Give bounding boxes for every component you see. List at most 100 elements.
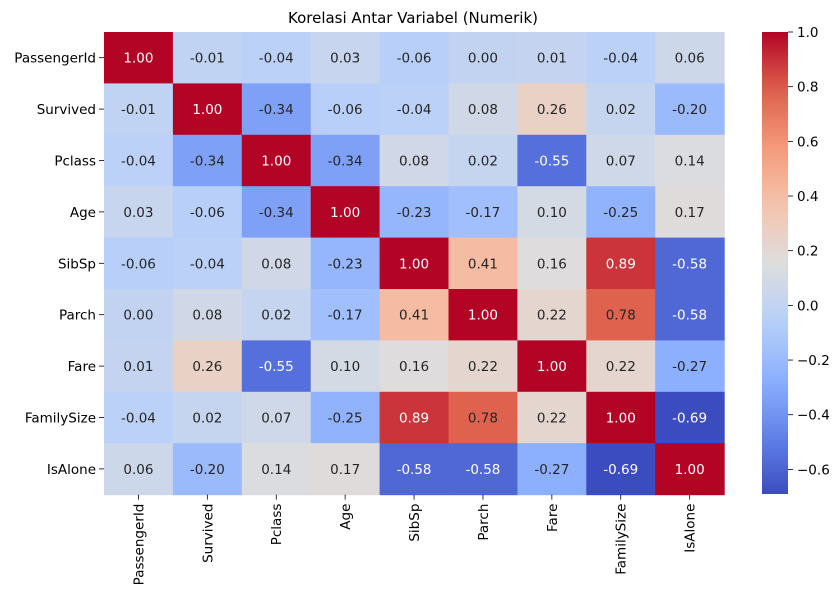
cell-value-label: 0.78	[468, 411, 498, 427]
heatmap-cell	[655, 443, 725, 496]
x-tick-label: PassengerId	[131, 504, 147, 586]
cell-value-label: -0.04	[121, 154, 156, 170]
cell-value-label: 0.17	[675, 205, 705, 221]
heatmap-cell	[517, 391, 587, 444]
cell-value-label: 1.00	[468, 308, 498, 324]
cell-value-label: -0.34	[190, 154, 225, 170]
heatmap-cell	[586, 134, 656, 187]
cell-value-label: -0.55	[534, 154, 569, 170]
heatmap-cell	[379, 32, 450, 84]
heatmap-cell	[104, 237, 174, 290]
colorbar-ticks: 1.0 0.8 0.6 0.4 0.2 0.0 −0.2 −0.4 −0.6	[788, 25, 830, 478]
cell-value-label: 0.17	[330, 462, 360, 478]
cell-value-label: -0.27	[534, 462, 569, 478]
heatmap-cell	[586, 237, 656, 290]
cell-value-label: -0.55	[259, 359, 294, 375]
heatmap-cell	[172, 186, 243, 239]
y-tick-label: Parch	[59, 308, 96, 324]
heatmap-cell	[310, 443, 381, 496]
y-tick-label: Pclass	[54, 154, 96, 170]
heatmap-cell	[517, 32, 587, 84]
y-axis: PassengerId Survived Pclass Age SibSp Parch Fa…	[14, 51, 104, 478]
heatmap-cell	[241, 237, 312, 290]
cell-value-label: -0.04	[397, 102, 432, 118]
cell-value-label: -0.17	[465, 205, 500, 221]
heatmap-cell	[379, 443, 450, 496]
x-tick-label: Fare	[545, 504, 561, 532]
cell-value-label: -0.25	[603, 205, 638, 221]
cell-value-label: 0.03	[123, 205, 153, 221]
heatmap-cell	[379, 237, 450, 290]
heatmap-cell	[379, 391, 450, 444]
heatmap-cells	[104, 32, 725, 496]
heatmap-cell	[448, 186, 518, 239]
cell-value-label: 0.08	[468, 102, 498, 118]
colorbar-tick-label: 0.2	[797, 244, 818, 260]
colorbar-tick-label: −0.6	[797, 462, 830, 478]
chart-title: Korelasi Antar Variabel (Numerik)	[288, 9, 538, 27]
heatmap-cell	[241, 32, 312, 84]
x-tick-label: SibSp	[407, 504, 423, 542]
cell-value-label: -0.06	[328, 102, 363, 118]
cell-value-label: 1.00	[399, 256, 429, 272]
colorbar-gradient	[762, 32, 788, 494]
cell-value-label: -0.58	[672, 256, 707, 272]
x-tick-label: FamilySize	[614, 504, 630, 575]
cell-value-label: -0.27	[672, 359, 707, 375]
cell-value-label: 0.02	[606, 102, 636, 118]
cell-value-label: -0.20	[672, 102, 707, 118]
heatmap-cell	[517, 186, 587, 239]
heatmap-cell	[517, 340, 587, 393]
heatmap-cell	[104, 32, 174, 84]
colorbar-tick-label: 0.8	[797, 80, 818, 96]
cell-value-label: 0.22	[468, 359, 498, 375]
heatmap-cell	[379, 340, 450, 393]
colorbar-tick-label: 0.4	[797, 189, 818, 205]
heatmap-cell	[241, 134, 312, 187]
cell-value-label: 0.22	[537, 411, 567, 427]
cell-value-label: 1.00	[606, 411, 636, 427]
cell-value-label: 1.00	[123, 51, 153, 67]
cell-value-label: 0.08	[261, 256, 291, 272]
y-tick-label: SibSp	[58, 256, 96, 272]
cell-value-label: 1.00	[537, 359, 567, 375]
heatmap-cell	[310, 340, 381, 393]
heatmap-cell	[310, 83, 381, 136]
cell-value-label: -0.58	[672, 308, 707, 324]
heatmap-cell	[448, 443, 518, 496]
heatmap-cell	[310, 289, 381, 341]
cell-value-label: 0.26	[192, 359, 222, 375]
cell-value-label: -0.58	[397, 462, 432, 478]
x-tick-label: Survived	[200, 504, 216, 563]
heatmap-cell	[448, 289, 518, 341]
heatmap-cell	[104, 134, 174, 187]
heatmap-cell	[517, 237, 587, 290]
cell-value-label: 1.00	[192, 102, 222, 118]
heatmap-cell	[379, 289, 450, 341]
cell-value-label: 0.03	[330, 51, 360, 67]
heatmap-cell	[655, 186, 725, 239]
cell-value-label: 0.02	[192, 411, 222, 427]
heatmap-cell	[655, 340, 725, 393]
colorbar-tick-label: −0.2	[797, 353, 830, 369]
cell-value-label: 0.89	[399, 411, 429, 427]
cell-value-label: 0.01	[537, 51, 567, 67]
heatmap-cell	[172, 443, 243, 496]
heatmap-cell	[655, 237, 725, 290]
x-tick-label: Age	[338, 504, 354, 530]
x-tick-label: Pclass	[269, 504, 285, 546]
cell-value-label: 0.07	[606, 154, 636, 170]
colorbar-tick-label: 1.0	[797, 25, 818, 41]
cell-value-label: -0.69	[672, 411, 707, 427]
heatmap-cell	[104, 186, 174, 239]
heatmap-cell	[655, 289, 725, 341]
cell-value-label: -0.04	[259, 51, 294, 67]
heatmap-cell	[379, 186, 450, 239]
cell-value-label: -0.25	[328, 411, 363, 427]
cell-value-label: 0.07	[261, 411, 291, 427]
colorbar	[762, 32, 788, 494]
heatmap-cell	[448, 237, 518, 290]
heatmap-cell	[448, 391, 518, 444]
x-tick-label: IsAlone	[683, 504, 699, 553]
cell-value-label: -0.17	[328, 308, 363, 324]
